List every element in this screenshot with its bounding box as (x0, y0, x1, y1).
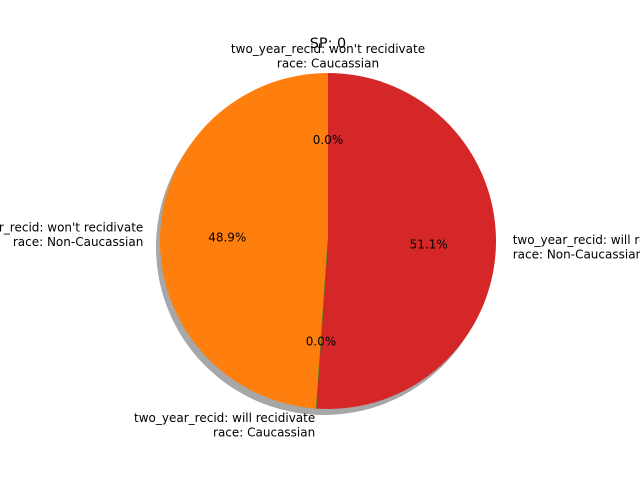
pie-slice-percent-label: 48.9% (208, 231, 246, 245)
pie-slice-percent-label: 0.0% (306, 335, 337, 349)
pie-slice-category-label: two_year_recid: won't recidivate race: Ca… (231, 42, 425, 70)
pie-slice-label-line: two_year_recid: won't recidivate (0, 220, 143, 234)
pie-slice-percent-label: 51.1% (410, 237, 448, 251)
pie-slice-label-line: race: Non-Caucassian (13, 235, 143, 249)
pie-slice-label-line: two_year_recid: won't recidivate (231, 42, 425, 56)
pie-labels: 0.0%two_year_recid: won't recidivate race… (0, 42, 640, 440)
pie-slices (160, 73, 497, 409)
pie-slice-percent-label: 0.0% (313, 133, 344, 147)
pie-slice (316, 73, 497, 409)
pie-slice-label-line: race: Caucassian (277, 56, 379, 70)
pie-slice-category-label: two_year_recid: will recidivate race: Cau… (134, 411, 315, 440)
pie-slice-label-line: two_year_recid: will recidivate (134, 411, 315, 425)
pie-slice-label-line: two_year_recid: will recidivate (513, 233, 640, 247)
pie-slice-label-line: race: Caucassian (213, 426, 315, 440)
pie-slice (160, 73, 328, 409)
chart-title: SP: 0 (310, 36, 346, 52)
pie-slice-label-line: race: Non-Caucassian (513, 248, 640, 262)
